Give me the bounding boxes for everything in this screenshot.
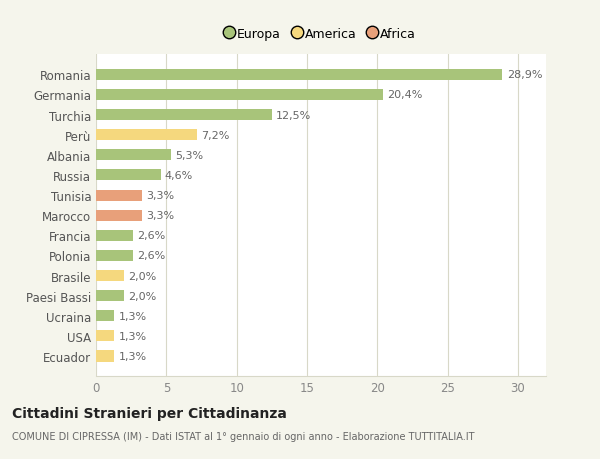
Text: 4,6%: 4,6% <box>165 171 193 180</box>
Bar <box>96 170 161 181</box>
Text: 2,6%: 2,6% <box>137 231 165 241</box>
Text: 12,5%: 12,5% <box>276 110 311 120</box>
Bar <box>96 311 114 322</box>
Text: 1,3%: 1,3% <box>119 331 146 341</box>
Text: 3,3%: 3,3% <box>146 190 175 201</box>
Text: 3,3%: 3,3% <box>146 211 175 221</box>
Bar <box>96 351 114 362</box>
Text: 2,6%: 2,6% <box>137 251 165 261</box>
Bar <box>96 250 133 262</box>
Bar <box>96 330 114 341</box>
Bar <box>96 270 124 281</box>
Legend: Europa, America, Africa: Europa, America, Africa <box>221 23 421 46</box>
Bar <box>96 70 502 81</box>
Text: 2,0%: 2,0% <box>128 291 157 301</box>
Bar <box>96 110 272 121</box>
Bar <box>96 130 197 141</box>
Bar <box>96 210 142 221</box>
Bar <box>96 291 124 302</box>
Bar <box>96 150 170 161</box>
Bar <box>96 230 133 241</box>
Text: 28,9%: 28,9% <box>506 70 542 80</box>
Text: 1,3%: 1,3% <box>119 351 146 361</box>
Text: 2,0%: 2,0% <box>128 271 157 281</box>
Text: 7,2%: 7,2% <box>202 130 230 140</box>
Text: 5,3%: 5,3% <box>175 151 203 161</box>
Text: 20,4%: 20,4% <box>387 90 422 100</box>
Bar <box>96 190 142 201</box>
Text: COMUNE DI CIPRESSA (IM) - Dati ISTAT al 1° gennaio di ogni anno - Elaborazione T: COMUNE DI CIPRESSA (IM) - Dati ISTAT al … <box>12 431 475 442</box>
Text: 1,3%: 1,3% <box>119 311 146 321</box>
Bar <box>96 90 383 101</box>
Text: Cittadini Stranieri per Cittadinanza: Cittadini Stranieri per Cittadinanza <box>12 406 287 420</box>
